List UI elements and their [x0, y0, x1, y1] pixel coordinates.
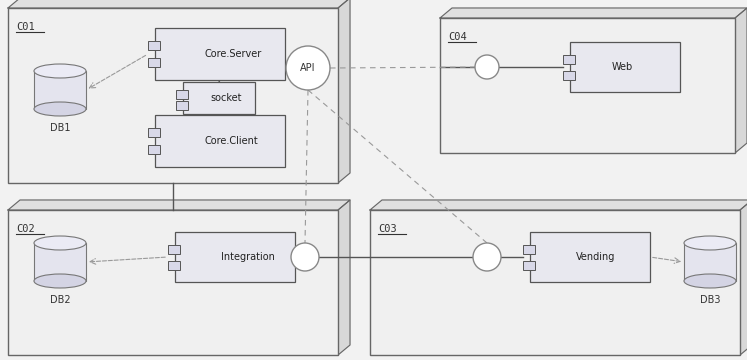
- Circle shape: [291, 243, 319, 271]
- Text: API: API: [300, 63, 316, 73]
- Bar: [440, 18, 735, 153]
- Bar: [34, 243, 86, 281]
- Bar: [523, 261, 535, 270]
- Bar: [684, 243, 736, 281]
- Bar: [183, 82, 255, 114]
- Bar: [168, 244, 180, 253]
- Polygon shape: [735, 8, 747, 153]
- Circle shape: [473, 243, 501, 271]
- Text: Core.Client: Core.Client: [205, 136, 258, 146]
- Circle shape: [286, 46, 330, 90]
- Text: DB1: DB1: [50, 123, 70, 133]
- Polygon shape: [8, 0, 350, 8]
- Bar: [8, 210, 338, 355]
- Bar: [148, 145, 160, 154]
- Polygon shape: [338, 200, 350, 355]
- Text: C01: C01: [16, 22, 35, 32]
- Text: DB2: DB2: [50, 295, 70, 305]
- Polygon shape: [440, 8, 747, 18]
- Circle shape: [475, 55, 499, 79]
- Polygon shape: [370, 200, 747, 210]
- Polygon shape: [8, 200, 350, 210]
- Ellipse shape: [34, 102, 86, 116]
- Text: C03: C03: [378, 224, 397, 234]
- Bar: [562, 54, 574, 63]
- Text: Vending: Vending: [576, 252, 615, 262]
- Bar: [175, 232, 295, 282]
- Text: Integration: Integration: [220, 252, 274, 262]
- Bar: [148, 58, 160, 67]
- Bar: [523, 244, 535, 253]
- Bar: [570, 42, 680, 92]
- Bar: [530, 232, 650, 282]
- Bar: [562, 71, 574, 80]
- Bar: [148, 128, 160, 137]
- Ellipse shape: [684, 274, 736, 288]
- Text: Core.Server: Core.Server: [205, 49, 261, 59]
- Bar: [148, 41, 160, 50]
- Bar: [155, 115, 285, 167]
- Text: C04: C04: [448, 32, 467, 42]
- Text: socket: socket: [211, 93, 242, 103]
- Bar: [8, 8, 338, 183]
- Bar: [370, 210, 740, 355]
- Bar: [176, 100, 187, 109]
- Bar: [176, 90, 187, 99]
- Ellipse shape: [684, 236, 736, 250]
- Text: Web: Web: [612, 62, 633, 72]
- Ellipse shape: [34, 64, 86, 78]
- Ellipse shape: [34, 274, 86, 288]
- Bar: [34, 71, 86, 109]
- Bar: [155, 28, 285, 80]
- Text: DB3: DB3: [700, 295, 720, 305]
- Polygon shape: [338, 0, 350, 183]
- Ellipse shape: [34, 236, 86, 250]
- Bar: [168, 261, 180, 270]
- Text: C02: C02: [16, 224, 35, 234]
- Polygon shape: [740, 200, 747, 355]
